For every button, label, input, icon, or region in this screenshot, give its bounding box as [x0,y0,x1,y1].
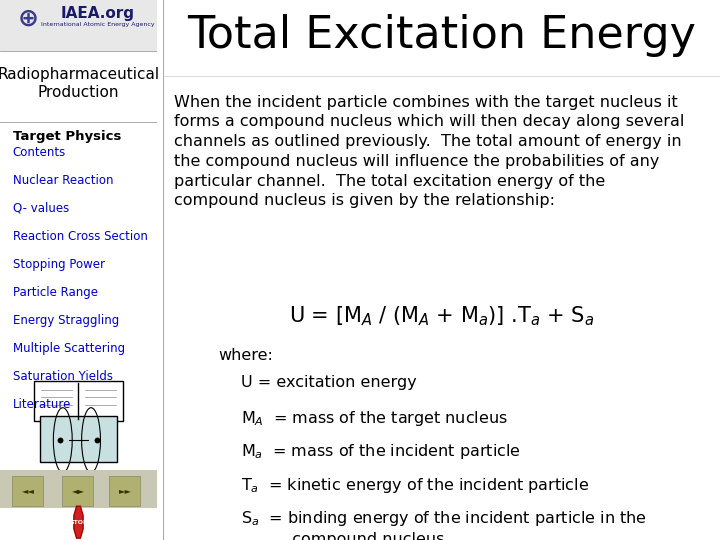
Text: M$_A$  = mass of the target nucleus: M$_A$ = mass of the target nucleus [240,409,508,428]
Text: M$_a$  = mass of the incident particle: M$_a$ = mass of the incident particle [240,442,521,461]
Text: Nuclear Reaction: Nuclear Reaction [12,174,113,187]
Text: Energy Straggling: Energy Straggling [12,314,119,327]
Text: STOP: STOP [69,519,88,525]
Text: ◄◄: ◄◄ [22,487,35,495]
Text: Multiple Scattering: Multiple Scattering [12,342,125,355]
Text: Stopping Power: Stopping Power [12,258,104,271]
Text: IAEA.org: IAEA.org [60,6,135,21]
Text: When the incident particle combines with the target nucleus it
forms a compound : When the incident particle combines with… [174,94,684,208]
FancyBboxPatch shape [0,0,157,51]
FancyBboxPatch shape [62,476,94,506]
Text: ◄►: ◄► [72,487,85,495]
Text: T$_a$  = kinetic energy of the incident particle: T$_a$ = kinetic energy of the incident p… [240,476,589,495]
Text: Contents: Contents [12,146,66,159]
Text: Target Physics: Target Physics [12,130,121,143]
FancyBboxPatch shape [40,416,117,462]
Text: where:: where: [218,348,274,363]
FancyBboxPatch shape [0,470,157,508]
Text: ⊕: ⊕ [18,7,39,31]
Text: U = [M$_A$ / (M$_A$ + M$_a$)] .T$_a$ + S$_a$: U = [M$_A$ / (M$_A$ + M$_a$)] .T$_a$ + S… [289,304,594,328]
FancyBboxPatch shape [34,381,123,421]
Text: Particle Range: Particle Range [12,286,97,299]
Text: Total Excitation Energy: Total Excitation Energy [187,14,696,57]
Text: Reaction Cross Section: Reaction Cross Section [12,230,148,243]
Text: Saturation Yields: Saturation Yields [12,370,112,383]
Text: Radiopharmaceutical
Production: Radiopharmaceutical Production [0,68,160,100]
Text: S$_a$  = binding energy of the incident particle in the
          compound nucle: S$_a$ = binding energy of the incident p… [240,509,647,540]
Text: U = excitation energy: U = excitation energy [240,375,416,390]
FancyBboxPatch shape [109,476,140,506]
Text: International Atomic Energy Agency: International Atomic Energy Agency [40,22,154,27]
FancyBboxPatch shape [12,476,43,506]
Text: Q- values: Q- values [12,202,69,215]
Text: Literature: Literature [12,399,71,411]
Text: ►►: ►► [119,487,132,495]
